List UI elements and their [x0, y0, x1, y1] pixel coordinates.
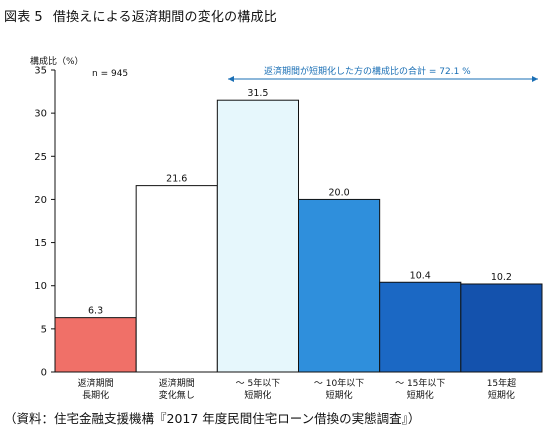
x-category-label: 短期化	[244, 389, 271, 401]
bar-value-label: 10.2	[491, 272, 512, 283]
source-note: （資料：住宅金融支援機構『2017 年度民間住宅ローン借換の実態調査』）	[4, 411, 421, 426]
y-tick-label: 35	[34, 66, 47, 77]
y-axis-label: 構成比（%）	[30, 57, 84, 67]
y-tick-label: 10	[34, 281, 47, 292]
bar	[298, 198, 381, 373]
x-category-label: 短期化	[488, 389, 515, 401]
bar	[460, 283, 543, 373]
figure-title-prefix: 図表	[4, 10, 31, 25]
x-category-label: 短期化	[326, 389, 353, 401]
y-tick-label: 30	[34, 109, 47, 120]
bar	[135, 185, 218, 373]
annotation-arrow-right-head	[532, 76, 538, 82]
x-category-label: 15年超	[487, 377, 516, 389]
figure-title: 図表 5 借換えによる返済期間の変化の構成比	[4, 6, 277, 25]
bar-value-label: 31.5	[247, 88, 268, 99]
y-tick-label: 5	[41, 324, 47, 335]
x-category-label: ～ 10年以下	[314, 377, 364, 389]
x-category-label: 短期化	[407, 389, 434, 401]
bar	[379, 281, 462, 373]
bar-value-label: 6.3	[88, 306, 103, 317]
y-tick-label: 0	[41, 368, 47, 379]
y-tick-label: 20	[34, 195, 47, 206]
x-category-label: 変化無し	[159, 389, 195, 401]
figure-title-text: 借換えによる返済期間の変化の構成比	[52, 10, 277, 25]
bar	[54, 317, 137, 373]
y-tick-label: 25	[34, 152, 47, 163]
x-category-label: 返済期間	[78, 377, 114, 389]
bar-value-label: 10.4	[410, 270, 431, 281]
bar	[216, 99, 299, 373]
y-tick-label: 15	[34, 238, 47, 249]
bar-value-label: 20.0	[329, 187, 350, 198]
sample-size-note: n = 945	[92, 69, 129, 79]
shortened-total-annotation: 返済期間が短期化した方の構成比の合計 = 72.1 %	[264, 67, 471, 77]
x-category-label: ～ 15年以下	[395, 377, 445, 389]
bar-value-label: 21.6	[166, 174, 187, 185]
annotation-arrow-left-head	[228, 76, 234, 82]
figure-title-number: 5	[34, 10, 43, 25]
x-category-label: 返済期間	[159, 377, 195, 389]
x-category-label: 長期化	[82, 389, 109, 401]
x-category-label: ～ 5年以下	[236, 377, 281, 389]
